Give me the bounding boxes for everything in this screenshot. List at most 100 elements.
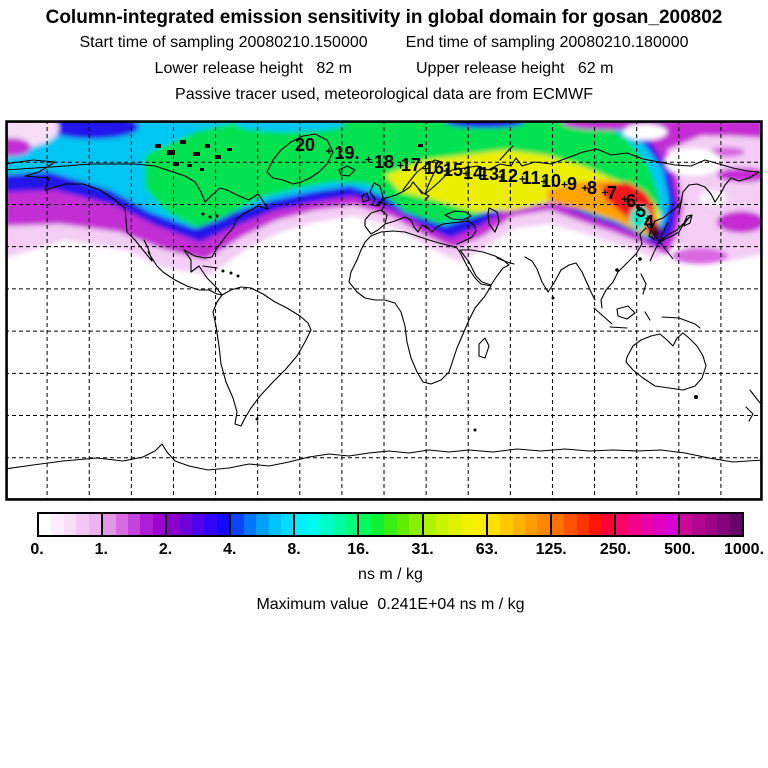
- trajectory-point-marker: [397, 162, 404, 169]
- colorbar-cell: [216, 514, 230, 535]
- trajectory-hour-label: 12: [498, 166, 518, 186]
- colorbar-cell: [204, 514, 217, 535]
- trajectory-hour-label: 8: [587, 178, 597, 198]
- coast-japan: [658, 214, 693, 244]
- colorbar-cell: [359, 514, 372, 535]
- coast-ireland: [361, 192, 370, 203]
- coast-russia-arctic: [451, 145, 760, 173]
- colorbar-block: [485, 512, 552, 537]
- colorbar-tick: 125.: [535, 541, 567, 558]
- colorbar-cell: [665, 514, 678, 535]
- trajectory-hour-label: 10: [541, 171, 561, 191]
- colorbar-cell: [564, 514, 577, 535]
- trajectory-hour-label: 11: [521, 168, 540, 188]
- colorbar-cell: [615, 514, 629, 535]
- colorbar-tick: 31.: [411, 541, 434, 558]
- coast-sumatra-java: [593, 307, 628, 329]
- colorbar-cell: [345, 514, 358, 535]
- cyan-recirculation-patch: [630, 206, 650, 230]
- end-time-text: End time of sampling 20080210.180000: [405, 34, 689, 51]
- trajectory-hour-label: 13: [479, 164, 499, 184]
- trajectory-hour-label: 6: [626, 191, 636, 211]
- coast-philippines: [640, 273, 647, 295]
- colorbar-cell: [115, 514, 128, 535]
- coast-madagascar: [478, 337, 490, 359]
- pacific-streak: [717, 211, 761, 233]
- colorbar-cell: [127, 514, 141, 535]
- coast-new-zealand: [745, 389, 761, 422]
- colorbar-cell: [628, 514, 641, 535]
- colorbar-cell: [63, 514, 77, 535]
- coast-australia: [625, 332, 707, 391]
- coast-black-sea: [444, 210, 472, 221]
- trajectory-hour-label: 14: [463, 163, 483, 183]
- colorbar-block: [357, 512, 424, 537]
- coast-caspian: [487, 207, 500, 233]
- top-blue-strip: [445, 122, 525, 128]
- trajectory-point-marker: [498, 174, 505, 180]
- coast-scandinavia: [402, 159, 453, 195]
- trajectory-hour-label: 19.: [334, 143, 359, 163]
- trajectory-point-marker: [602, 189, 608, 196]
- coast-caribbean: [202, 265, 218, 269]
- map-frame-outline: [5, 120, 763, 501]
- pacific-streak: [672, 248, 728, 264]
- coast-iceland: [338, 165, 356, 177]
- top-cyan-strip: [235, 122, 345, 132]
- colorbar-block: [293, 512, 360, 537]
- map-panel: 20 19. 18 17 16 15 14 13 12 11 10 9 8 7 6 5 4: [5, 120, 763, 501]
- colorbar-cell: [704, 514, 718, 535]
- colorbar-cell: [717, 514, 730, 535]
- colorbar-cell: [473, 514, 486, 535]
- coast-antarctica: [7, 443, 761, 471]
- coast-greenland: [266, 133, 334, 185]
- trajectory-hour-label: 4: [644, 212, 654, 232]
- trajectory-point-marker: [422, 165, 429, 172]
- coast-north-america: [7, 159, 269, 296]
- pacific-streak: [671, 122, 761, 136]
- colorbar-cell: [423, 514, 436, 535]
- colorbar-tick: 500.: [664, 541, 696, 558]
- trajectory-point-marker: [365, 156, 372, 163]
- colorbar-cell: [231, 514, 244, 535]
- colorbar-cell: [243, 514, 257, 535]
- colorbar-cell: [601, 514, 614, 535]
- trajectory-point-marker: [645, 215, 651, 222]
- colorbar-cell: [500, 514, 513, 535]
- colorbar-tick: 2.: [158, 541, 173, 558]
- colorbar-tick: 1000.: [723, 541, 765, 558]
- trajectory-point-marker: [481, 172, 487, 179]
- coast-korea: [648, 220, 656, 240]
- trajectory-hour-label: 20: [295, 135, 315, 155]
- lower-release-height-text: Lower release height 82 m: [154, 60, 352, 77]
- trajectory-point-marker: [519, 176, 526, 182]
- trajectory-point-marker: [463, 170, 469, 177]
- colorbar-cell: [692, 514, 705, 535]
- colorbar-tick: 1.: [94, 541, 108, 558]
- release-location-marker: [645, 221, 674, 262]
- colorbar-cell: [51, 514, 64, 535]
- colorbar-ticks: 0. 1. 2. 4. 8. 16. 31. 63. 125. 250. 500. 1000.: [30, 541, 764, 561]
- colorbar-cell: [576, 514, 590, 535]
- colorbar-tick: 0.: [30, 541, 44, 558]
- colorbar-cell: [88, 514, 102, 535]
- colorbar-cell: [256, 514, 269, 535]
- plume-layer-yellow: [385, 150, 661, 235]
- trajectory-hour-label: 15: [443, 160, 463, 180]
- trajectory-point-marker: [326, 148, 332, 154]
- island-specks: [155, 140, 698, 432]
- colorbar-cell: [295, 514, 308, 535]
- colorbar-cell: [679, 514, 693, 535]
- colorbar-cell: [384, 514, 397, 535]
- top-left-blue-patch: [47, 122, 139, 139]
- colorbar-tick: 16.: [347, 541, 370, 558]
- colorbar-cell: [320, 514, 333, 535]
- colorbar-cell: [192, 514, 205, 535]
- trajectory-point-marker: [582, 185, 588, 191]
- colorbar-cell: [435, 514, 449, 535]
- release-heights-line: Lower release height 82 m Upper release …: [0, 60, 768, 78]
- coast-france-north-sea: [377, 181, 423, 211]
- colorbar-cell: [371, 514, 385, 535]
